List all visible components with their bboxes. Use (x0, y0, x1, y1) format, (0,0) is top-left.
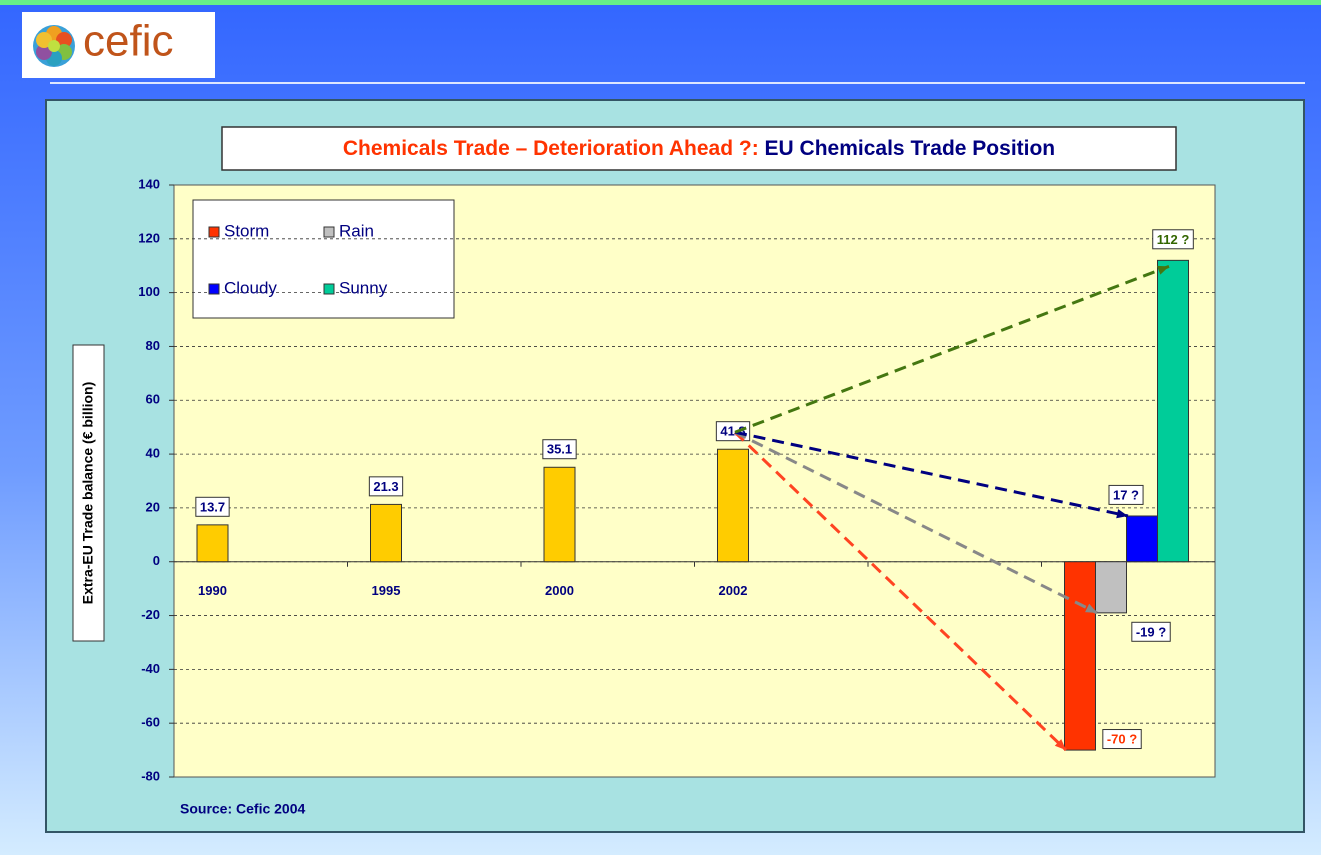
logo-text: cefic (83, 17, 173, 66)
logo-icon (33, 25, 75, 67)
x-tick-label: 1990 (198, 583, 227, 598)
title-part: Chemicals Trade – Deterioration Ahead ?: (343, 137, 759, 160)
bar (1126, 515, 1158, 563)
x-tick-label: 2000 (545, 583, 574, 598)
x-tick-label: 1995 (372, 583, 401, 598)
legend-label: Rain (339, 221, 374, 240)
value-label: 17 ? (1113, 487, 1139, 502)
value-label: 21.3 (373, 479, 398, 494)
y-tick-label: 60 (146, 392, 160, 407)
y-tick-label: 80 (146, 338, 160, 353)
scenario-arrow (733, 431, 1068, 752)
legend-label: Cloudy (224, 278, 277, 297)
value-label: 112 ? (1157, 232, 1190, 247)
title-box (221, 126, 1177, 171)
bar (1095, 561, 1127, 614)
y-tick-label: 40 (146, 446, 160, 461)
y-tick-label: 20 (146, 499, 160, 514)
y-tick-label: -80 (141, 768, 160, 783)
value-label: -19 ? (1136, 624, 1166, 639)
scenario-arrow (734, 430, 1129, 518)
value-label-box (1131, 621, 1171, 642)
y-tick-label: 120 (138, 230, 160, 245)
legend-swatch (323, 283, 335, 295)
y-axis-title: Extra-EU Trade balance (€ billion) (80, 382, 96, 605)
value-label-box (195, 496, 230, 517)
arrow-head (1157, 265, 1169, 275)
bar (1157, 259, 1189, 563)
top-border (0, 0, 1321, 5)
source: Source: Cefic 2004 (180, 801, 305, 817)
y-tick-label: 140 (138, 176, 160, 191)
title-part: EU Chemicals Trade Position (765, 137, 1056, 160)
bar (196, 524, 229, 563)
y-tick-label: -40 (141, 661, 160, 676)
legend-swatch (208, 283, 220, 295)
y-label-box (72, 344, 105, 642)
arrow-head (1085, 603, 1097, 613)
x-tick-label: 2002 (719, 583, 748, 598)
bar (1064, 561, 1096, 751)
legend-swatch (208, 226, 220, 238)
value-label: 13.7 (200, 499, 225, 514)
bar (717, 448, 749, 563)
legend-label: Storm (224, 221, 269, 240)
value-label: 35.1 (547, 442, 572, 457)
y-tick-label: 100 (138, 284, 160, 299)
arrow-head (1116, 509, 1128, 519)
scenario-arrow (734, 430, 1098, 615)
arrow-head (1054, 739, 1066, 751)
value-label-box (1152, 229, 1194, 250)
legend-label: Sunny (339, 278, 388, 297)
bar (370, 503, 402, 563)
y-tick-label: -60 (141, 715, 160, 730)
value-label-box (542, 439, 577, 460)
value-label-box (368, 476, 404, 497)
legend-swatch (323, 226, 335, 238)
y-tick-label: 0 (153, 553, 160, 568)
value-label: -70 ? (1107, 732, 1137, 747)
value-label-box (1108, 484, 1144, 505)
legend-box (192, 199, 455, 319)
y-tick-label: -20 (141, 607, 160, 622)
chart-title: Chemicals Trade – Deterioration Ahead ?:… (343, 137, 1055, 160)
bar (543, 466, 576, 563)
value-label-box (1102, 729, 1142, 750)
scenario-arrow (734, 264, 1170, 434)
